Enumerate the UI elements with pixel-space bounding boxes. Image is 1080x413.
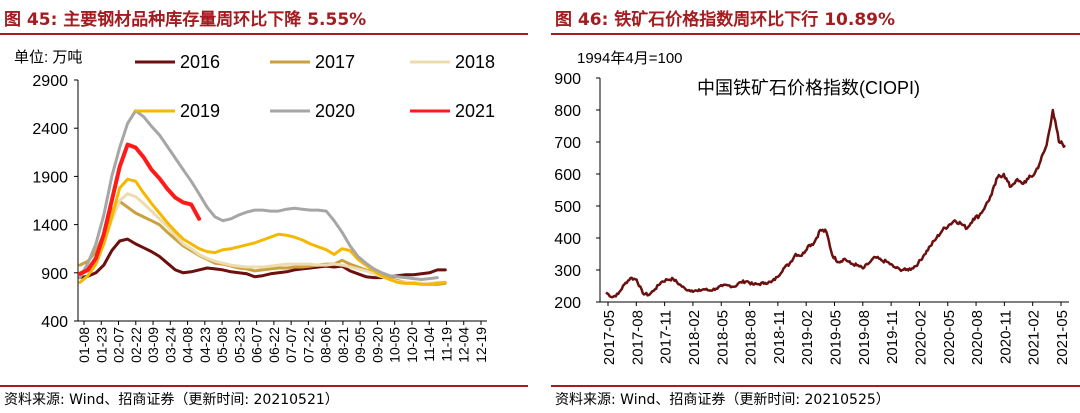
right-x-tick-label: 2018-08: [743, 310, 760, 365]
left-x-tick-label: 03-09: [145, 327, 161, 363]
left-legend-label-2019: 2019: [180, 101, 220, 121]
right-source-note: 资料来源: Wind、招商证券（更新时间: 20210525）: [555, 392, 890, 408]
right-x-tick-label: 2019-05: [828, 310, 845, 365]
left-x-tick-label: 02-22: [128, 327, 144, 363]
left-series-line-2020: [78, 109, 439, 281]
left-figure-title: 图 45: 主要钢材品种库存量周环比下降 5.55%: [4, 10, 367, 30]
left-x-tick-label: 10-20: [404, 327, 420, 363]
right-x-tick-label: 2020-02: [912, 310, 929, 365]
left-series-line-2016: [78, 237, 447, 280]
left-series-lines: [78, 109, 447, 286]
left-x-tick-label: 11-04: [421, 327, 437, 362]
right-x-tick-label: 2021-05: [1054, 310, 1071, 365]
left-series-line-2021: [78, 142, 202, 276]
right-y-tick-label: 700: [554, 135, 581, 152]
left-x-tick-label: 12-19: [473, 327, 489, 363]
right-series-lines: [605, 108, 1066, 299]
left-x-tick-label: 05-08: [214, 327, 230, 363]
right-y-tick-label: 400: [554, 231, 581, 248]
left-x-tick-label: 07-22: [300, 327, 316, 363]
left-title-rule: [0, 33, 528, 35]
right-x-tick-label: 2019-02: [799, 310, 816, 365]
right-y-tick-label: 500: [554, 199, 581, 216]
left-series-line-2019: [78, 177, 447, 286]
left-x-tick-label: 02-07: [111, 327, 127, 363]
right-x-tick-label: 2019-11: [884, 310, 901, 364]
right-series-line-ciopi: [605, 108, 1066, 299]
right-x-tick-label: 2019-08: [856, 310, 873, 365]
right-axes: 200 300 400 500 600 700 800 900 2017-05 2017-08 20…: [554, 71, 1071, 365]
left-x-tick-label: 08-06: [318, 327, 334, 363]
right-x-tick-label: 2018-02: [686, 310, 703, 365]
right-y-tick-label: 300: [554, 263, 581, 280]
left-x-tick-label: 06-07: [249, 327, 265, 363]
right-y-tick-label: 200: [554, 295, 581, 312]
left-legend-label-2020: 2020: [315, 101, 355, 121]
left-x-tick-label: 08-21: [335, 327, 351, 363]
right-y-tick-label: 600: [554, 167, 581, 184]
right-x-tick-label: 2020-05: [941, 310, 958, 365]
left-x-tick-label: 09-05: [352, 327, 368, 363]
left-y-tick-label: 1400: [32, 218, 68, 235]
left-x-tick-label: 04-08: [180, 327, 196, 363]
left-panel: 图 45: 主要钢材品种库存量周环比下降 5.55% 单位: 万吨 400 900…: [0, 0, 528, 413]
left-source-rule: [0, 385, 528, 387]
right-x-tick-label: 2017-05: [601, 310, 618, 365]
right-x-tick-label: 2018-11: [771, 310, 788, 364]
right-x-tick-label: 2020-08: [969, 310, 986, 365]
left-x-tick-label: 06-22: [266, 327, 282, 363]
left-legend-label-2017: 2017: [315, 52, 355, 72]
right-x-tick-label: 2017-08: [629, 310, 646, 365]
right-figure-title: 图 46: 铁矿石价格指数周环比下行 10.89%: [555, 10, 896, 30]
right-x-tick-label: 2021-02: [1026, 310, 1043, 365]
left-y-tick-label: 400: [41, 314, 68, 331]
left-x-tick-label: 04-23: [197, 327, 213, 363]
left-axes: 400 900 1400 1900 2400 2900 01-08 01-23 02-07 02-…: [32, 73, 489, 363]
left-x-tick-label: 05-23: [231, 327, 247, 363]
left-legend-label-2018: 2018: [455, 52, 495, 72]
left-x-tick-label: 09-20: [369, 327, 385, 363]
left-legend-label-2021: 2021: [455, 101, 495, 121]
left-x-tick-label: 07-07: [283, 327, 299, 363]
left-x-tick-label: 03-24: [162, 327, 178, 363]
left-legend: 2016 2017 2018 2019 2020 2021: [135, 52, 495, 121]
left-x-tick-label: 01-23: [93, 327, 109, 363]
right-source-rule: [551, 385, 1080, 387]
right-base-note: 1994年4月=100: [577, 50, 683, 67]
right-x-tick-label: 2018-05: [714, 310, 731, 365]
left-y-tick-label: 1900: [32, 169, 68, 186]
right-y-tick-label: 900: [554, 71, 581, 88]
right-iron-ore-chart: 1994年4月=100 中国铁矿石价格指数(CIOPI) 200 300 400 50…: [554, 50, 1071, 365]
left-y-tick-label: 2400: [32, 121, 68, 138]
right-y-tick-label: 800: [554, 103, 581, 120]
left-legend-label-2016: 2016: [180, 52, 220, 72]
left-x-tick-label: 11-19: [438, 327, 454, 362]
left-source-note: 资料来源: Wind、招商证券（更新时间: 20210521）: [4, 392, 339, 408]
right-x-tick-label: 2020-11: [997, 310, 1014, 364]
left-x-tick-label: 10-05: [387, 327, 403, 363]
left-unit-label: 单位: 万吨: [14, 49, 82, 66]
right-chart-title: 中国铁矿石价格指数(CIOPI): [697, 78, 920, 98]
left-x-tick-label: 12-04: [456, 327, 472, 363]
right-x-tick-label: 2017-11: [658, 310, 675, 364]
left-x-tick-label: 01-08: [76, 327, 92, 363]
right-panel: 图 46: 铁矿石价格指数周环比下行 10.89% 1994年4月=100 中国…: [551, 0, 1080, 413]
right-title-rule: [551, 33, 1080, 35]
left-y-tick-label: 900: [41, 266, 68, 283]
left-y-tick-label: 2900: [32, 73, 68, 90]
